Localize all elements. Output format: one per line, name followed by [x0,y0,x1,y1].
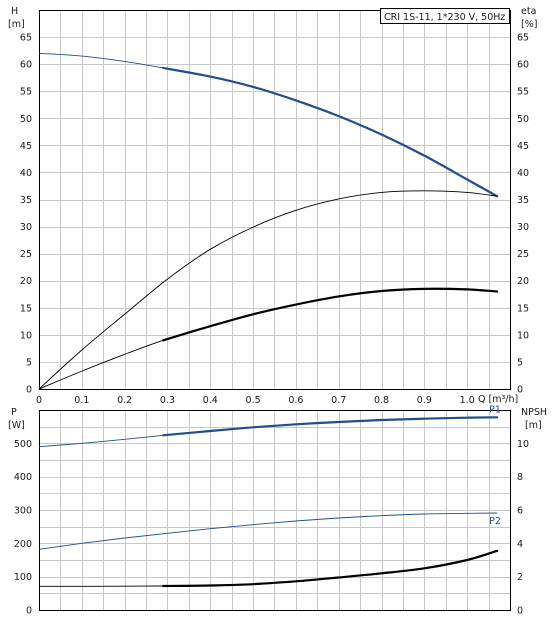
top-y-tick-label-right: 20 [517,276,529,287]
series-line-p2 [38,512,498,550]
bottom-y-tick-label-right: 4 [517,539,523,550]
x-tick-label: 0.3 [160,395,175,406]
bottom-y-tick-label-left: 400 [14,472,32,483]
x-tick-label: 0.4 [203,395,218,406]
top-y-tick-label-left: 5 [26,357,32,368]
x-axis-label: Q [m³/h] [478,394,518,405]
top-y-tick-label-left: 50 [20,114,32,125]
bottom-y-tick-label-right: 8 [517,472,523,483]
x-tick-label: 0.2 [117,395,132,406]
top-y-right-unit: [%] [521,19,537,30]
x-tick-label: 0.9 [417,395,432,406]
labels-group: H [m] eta [%] Q [m³/h] P [W] NPSH [m] CR… [8,6,547,431]
bottom-y-tick-label-right: 6 [517,506,523,517]
series-operating-range-eta2 [162,287,499,342]
annotation-text: CRI 1S-11, 1*230 V, 50Hz [384,12,505,23]
bottom-series-group: P1 P2 [38,404,501,588]
series-operating-range-h [162,66,499,198]
top-y-tick-label-left: 20 [20,276,32,287]
top-y-unit-m: [m] [8,19,25,30]
top-y-label-h: H [11,6,18,17]
bottom-y-tick-label-right: 2 [517,572,523,583]
top-y-tick-label-left: 40 [20,168,32,179]
top-y-right-label-eta: eta [521,6,536,17]
bottom-y-tick-label-right: 0 [517,606,523,617]
top-y-tick-label-right: 5 [517,357,523,368]
top-y-tick-label-right: 50 [517,114,529,125]
bottom-grid: 0 100 200 300 400 500 0 2 4 6 8 10 [14,410,529,617]
top-y-tick-label-right: 25 [517,249,529,260]
series-line-h [38,52,498,197]
bottom-y-tick-label-left: 200 [14,539,32,550]
bottom-y-tick-label-left: 100 [14,572,32,583]
series-line-eta [38,190,498,390]
series-line-eta2 [38,288,498,390]
annotation-box [380,8,510,24]
bottom-y-unit-w: [W] [8,420,25,431]
bottom-y-right-label-npsh: NPSH [521,407,547,418]
top-y-tick-label-left: 55 [20,87,32,98]
top-y-tick-label-right: 60 [517,60,529,71]
top-y-tick-label-left: 65 [20,33,32,44]
top-y-tick-label-right: 45 [517,141,529,152]
bottom-y-right-unit-m: [m] [525,420,542,431]
series-operating-range-p1 [162,416,499,437]
bottom-plot-frame [39,410,511,611]
bottom-y-tick-label-left: 500 [14,439,32,450]
top-y-tick-label-left: 30 [20,222,32,233]
series-operating-range-npsh [162,549,499,588]
bottom-y-tick-label-left: 300 [14,506,32,517]
series-label-p1: P1 [489,404,501,415]
top-y-tick-label-left: 15 [20,303,32,314]
top-plot-frame [39,10,511,390]
top-y-tick-label-right: 65 [517,33,529,44]
x-tick-label: 0.7 [331,395,346,406]
x-tick-label: 0 [36,395,42,406]
series-line-p1 [38,416,498,448]
bottom-y-label-p: P [11,407,17,418]
top-y-tick-label-right: 30 [517,222,529,233]
top-y-tick-label-right: 40 [517,168,529,179]
top-y-tick-label-right: 0 [517,385,523,396]
bottom-y-tick-label-left: 0 [26,606,32,617]
x-tick-label: 0.6 [288,395,303,406]
x-tick-label: 1.0 [460,395,475,406]
bottom-y-tick-label-right: 10 [517,439,529,450]
top-series-group [38,52,499,390]
top-y-tick-label-left: 60 [20,60,32,71]
top-y-tick-label-left: 25 [20,249,32,260]
top-y-tick-label-right: 35 [517,195,529,206]
top-y-tick-label-left: 0 [26,385,32,396]
x-tick-label: 0.8 [374,395,389,406]
top-y-tick-label-left: 45 [20,141,32,152]
series-label-p2: P2 [489,516,501,527]
top-y-tick-label-right: 55 [517,87,529,98]
x-tick-label: 0.5 [246,395,261,406]
x-tick-label: 0.1 [74,395,89,406]
top-y-tick-label-left: 35 [20,195,32,206]
top-y-tick-label-right: 10 [517,330,529,341]
top-y-tick-label-right: 15 [517,303,529,314]
top-y-tick-label-left: 10 [20,330,32,341]
